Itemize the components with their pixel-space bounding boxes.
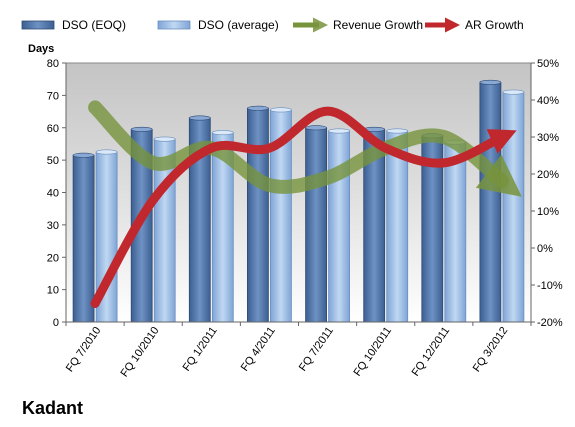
- x-tick-label-7: FQ 3/2012: [471, 325, 511, 374]
- company-label: Kadant: [22, 398, 84, 418]
- y-tick-label-0: 0: [53, 317, 59, 329]
- legend-label-1: DSO (average): [198, 18, 279, 32]
- bar-cap-dso-eoq-0: [72, 152, 95, 158]
- y-tick-label-40: 40: [47, 188, 59, 200]
- y2-tick-label-5: 30%: [537, 132, 559, 144]
- y-tick-label-60: 60: [47, 123, 59, 135]
- legend: DSO (EOQ) DSO (average) Revenue Growth AR G…: [21, 17, 524, 33]
- y-tick-label-80: 80: [47, 58, 59, 70]
- y-tick-label-70: 70: [47, 90, 59, 102]
- y2-tick-label-7: 50%: [537, 58, 559, 70]
- ar-growth-line: [90, 106, 517, 308]
- legend-swatch-1: [157, 20, 191, 30]
- y-tick-label-50: 50: [47, 155, 59, 167]
- bar-cap-dso-average-5: [386, 128, 409, 134]
- x-tick-label-4: FQ 7/2011: [297, 325, 336, 374]
- y2-tick-label-2: 0%: [537, 243, 553, 255]
- legend-label-0: DSO (EOQ): [62, 18, 126, 32]
- x-tick-label-3: FQ 4/2011: [239, 325, 278, 374]
- x-tick-label-5: FQ 10/2011: [351, 325, 394, 379]
- bar-dso-eoq-0: [72, 154, 95, 323]
- bar-cap-dso-average-2: [212, 130, 234, 136]
- y2-tick-label-0: -20%: [537, 317, 563, 329]
- bar-cap-dso-average-3: [270, 107, 292, 113]
- y-axis-title: Days: [28, 43, 54, 55]
- y-tick-label-30: 30: [47, 220, 59, 232]
- y2-tick-label-3: 10%: [537, 206, 559, 218]
- revenue-growth-line: [88, 100, 522, 197]
- bar-cap-dso-eoq-2: [189, 115, 211, 121]
- bar-dso-average-4: [328, 130, 351, 323]
- bar-dso-average-7: [502, 91, 525, 323]
- legend-label-3: AR Growth: [465, 18, 524, 32]
- lines-layer: [88, 100, 522, 308]
- y2-tick-label-1: -10%: [537, 280, 563, 292]
- x-tick-label-1: FQ 10/2010: [118, 325, 161, 379]
- x-tick-label-0: FQ 7/2010: [64, 325, 104, 374]
- legend-label-2: Revenue Growth: [333, 18, 423, 32]
- y2-tick-label-4: 20%: [537, 169, 559, 181]
- bar-cap-dso-eoq-7: [479, 79, 502, 85]
- y-tick-label-20: 20: [47, 252, 59, 264]
- x-tick-label-6: FQ 12/2011: [410, 325, 453, 379]
- y-tick-label-10: 10: [47, 285, 59, 297]
- bar-cap-dso-average-7: [502, 89, 525, 95]
- bar-cap-dso-eoq-1: [130, 126, 153, 132]
- bar-dso-eoq-3: [246, 107, 269, 323]
- legend-swatch-0: [21, 20, 55, 30]
- bar-cap-dso-average-1: [153, 136, 176, 142]
- x-tick-label-2: FQ 1/2011: [181, 325, 220, 374]
- bar-cap-dso-average-0: [95, 149, 118, 155]
- bar-cap-dso-eoq-3: [247, 105, 269, 111]
- bar-dso-average-6: [444, 141, 467, 323]
- bar-cap-dso-eoq-4: [305, 125, 327, 131]
- y2-tick-label-6: 40%: [537, 95, 559, 107]
- bar-dso-eoq-4: [305, 127, 328, 323]
- bar-dso-eoq-7: [479, 82, 502, 323]
- bar-cap-dso-average-4: [328, 128, 350, 134]
